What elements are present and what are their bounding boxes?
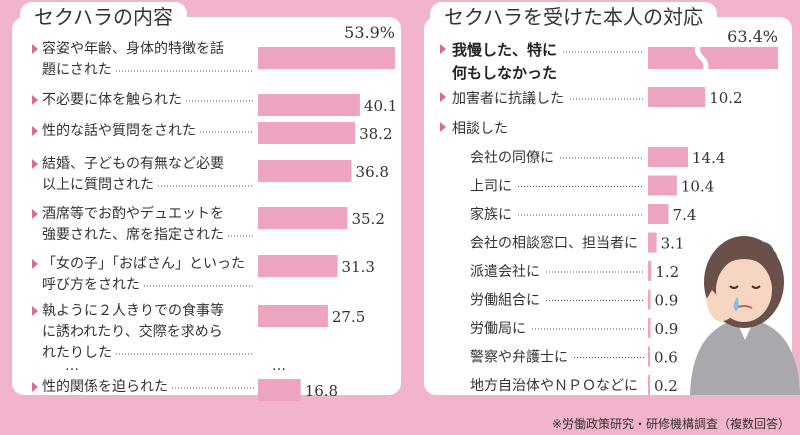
bar — [258, 379, 301, 401]
ellipsis-mark: … — [272, 358, 286, 374]
category-label: 強要された、席を指定された — [42, 227, 224, 243]
sub-category-label: 地方自治体やＮＰＯなどに — [470, 378, 638, 394]
left-chart-title: セクハラの内容 — [20, 2, 187, 32]
bar — [258, 255, 338, 277]
category-label: 何もしなかった — [452, 64, 557, 82]
data-label: 40.1 — [364, 97, 397, 115]
bar — [648, 289, 651, 310]
category-label: 題にされた — [42, 62, 112, 78]
bar — [648, 375, 650, 395]
bar — [258, 207, 348, 229]
category-label: に誘われたり、交際を求めら — [42, 323, 223, 340]
data-label: 35.2 — [351, 210, 384, 228]
category-label: 結婚、子どもの有無など必要 — [42, 156, 224, 172]
bar — [648, 261, 652, 281]
category-label: 不必要に体を触られた — [42, 92, 182, 108]
data-label: 0.2 — [654, 377, 678, 395]
bullet-icon — [440, 44, 446, 54]
data-label: 10.2 — [709, 89, 742, 107]
data-label: 1.2 — [655, 263, 679, 281]
bar — [648, 87, 706, 107]
category-label: 性的な話や質問をされた — [42, 122, 196, 139]
data-label: 0.9 — [655, 320, 679, 338]
bullet-icon — [32, 95, 38, 105]
category-label: 相談した — [452, 121, 508, 137]
right-chart-title: セクハラを受けた本人の対応 — [430, 2, 717, 32]
category-label: 性的関係を迫られた — [42, 379, 168, 395]
category-label: 呼び方をされた — [42, 277, 140, 293]
bullet-icon — [32, 126, 38, 136]
source-note: ※労働政策研究・研修機構調査（複数回答） — [551, 417, 790, 431]
category-label: 我慢した、特に — [452, 41, 557, 59]
data-label: 53.9% — [344, 23, 395, 42]
worried-woman-icon — [690, 236, 800, 395]
sub-category-label: 派遣会社に — [470, 264, 540, 280]
bar — [648, 232, 657, 253]
bar — [258, 94, 360, 116]
data-label: 7.4 — [673, 206, 697, 224]
data-label: 0.6 — [654, 349, 678, 367]
bullet-icon — [32, 382, 38, 392]
category-label: 執ように２人きりでの食事等 — [42, 302, 224, 319]
bullet-icon — [32, 209, 38, 219]
bar — [258, 47, 395, 69]
bullet-icon — [32, 306, 38, 316]
data-label: 10.4 — [681, 178, 714, 196]
category-label: 以上に質問された — [42, 177, 154, 193]
data-label: 27.5 — [332, 308, 365, 326]
bar — [648, 47, 778, 69]
data-label: 36.8 — [356, 163, 389, 181]
sub-category-label: 会社の同僚に — [470, 150, 554, 166]
bar — [258, 305, 328, 327]
bar — [258, 160, 352, 182]
category-label: 容姿や年齢、身体的特徴を話 — [42, 40, 224, 57]
data-label: 38.2 — [359, 125, 392, 143]
bar — [648, 147, 688, 167]
bar — [648, 175, 677, 196]
bullet-icon — [440, 122, 446, 132]
bar — [648, 318, 651, 338]
category-label: れたりした — [42, 345, 112, 361]
data-label: 31.3 — [342, 258, 375, 276]
ellipsis-mark: … — [65, 358, 79, 374]
bullet-icon — [440, 92, 446, 102]
sub-category-label: 会社の相談窓口、担当者に — [470, 235, 638, 252]
data-label: 14.4 — [692, 149, 725, 167]
sub-category-label: 家族に — [470, 206, 512, 223]
data-label: 0.9 — [655, 292, 679, 310]
sub-category-label: 警察や弁護士に — [470, 349, 568, 366]
bar — [648, 204, 669, 224]
axis-break-mark — [694, 41, 709, 77]
category-label: 加害者に抗議した — [452, 90, 564, 107]
bar — [258, 122, 356, 144]
sub-category-label: 労働組合に — [470, 293, 540, 309]
bullet-icon — [32, 44, 38, 54]
category-label: 「女の子」「おばさん」といった — [42, 255, 245, 272]
bar — [648, 346, 650, 367]
sub-category-label: 上司に — [470, 179, 512, 195]
category-label: 酒席等でお酌やデュエットを — [42, 205, 224, 222]
data-label: 63.4% — [727, 27, 778, 46]
data-label: 16.8 — [305, 382, 338, 400]
bullet-icon — [32, 159, 38, 169]
bullet-icon — [32, 259, 38, 269]
data-label: 3.1 — [661, 235, 685, 253]
left-panel — [12, 17, 401, 395]
sub-category-label: 労働局に — [470, 321, 526, 337]
